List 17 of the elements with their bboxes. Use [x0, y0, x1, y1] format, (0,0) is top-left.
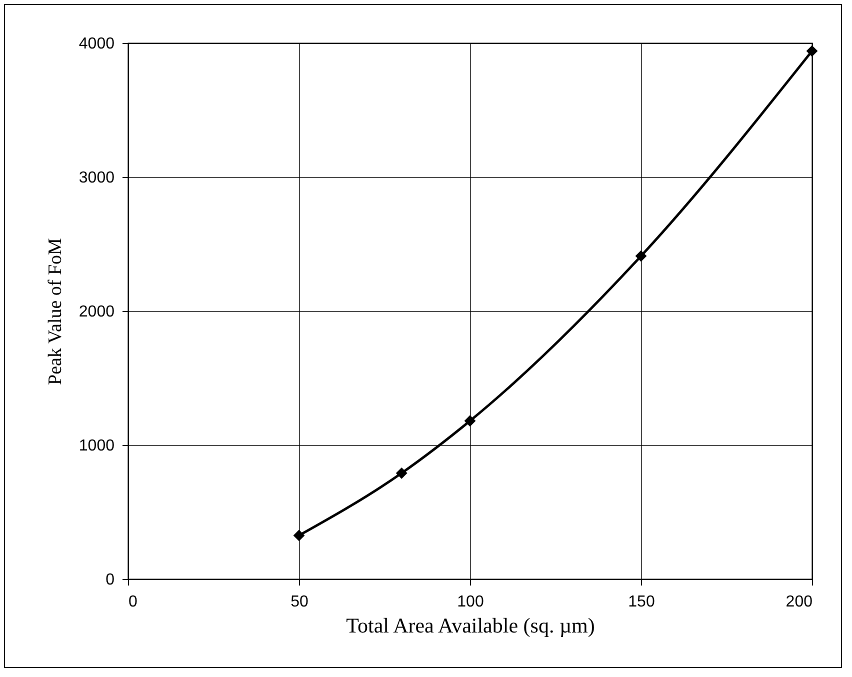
point	[635, 250, 647, 262]
x-tick-label: 200	[786, 594, 813, 610]
y-tick-label: 2000	[78, 304, 115, 320]
y-axis-title: Peak Value of FoM	[44, 238, 66, 385]
y-tick-label: 1000	[78, 438, 115, 454]
x-tick-label: 0	[128, 594, 138, 610]
y-tick-label: 4000	[78, 36, 115, 52]
point	[806, 45, 818, 57]
x-tick-label: 150	[628, 594, 655, 610]
point	[293, 530, 305, 542]
y-tick-label: 0	[106, 572, 115, 588]
point	[464, 415, 476, 427]
point	[396, 467, 408, 479]
y-tick-label: 3000	[78, 170, 115, 186]
x-tick-label: 100	[457, 594, 484, 610]
x-tick-label: 50	[290, 594, 308, 610]
x-axis-title: Total Area Available (sq. µm)	[346, 614, 595, 638]
